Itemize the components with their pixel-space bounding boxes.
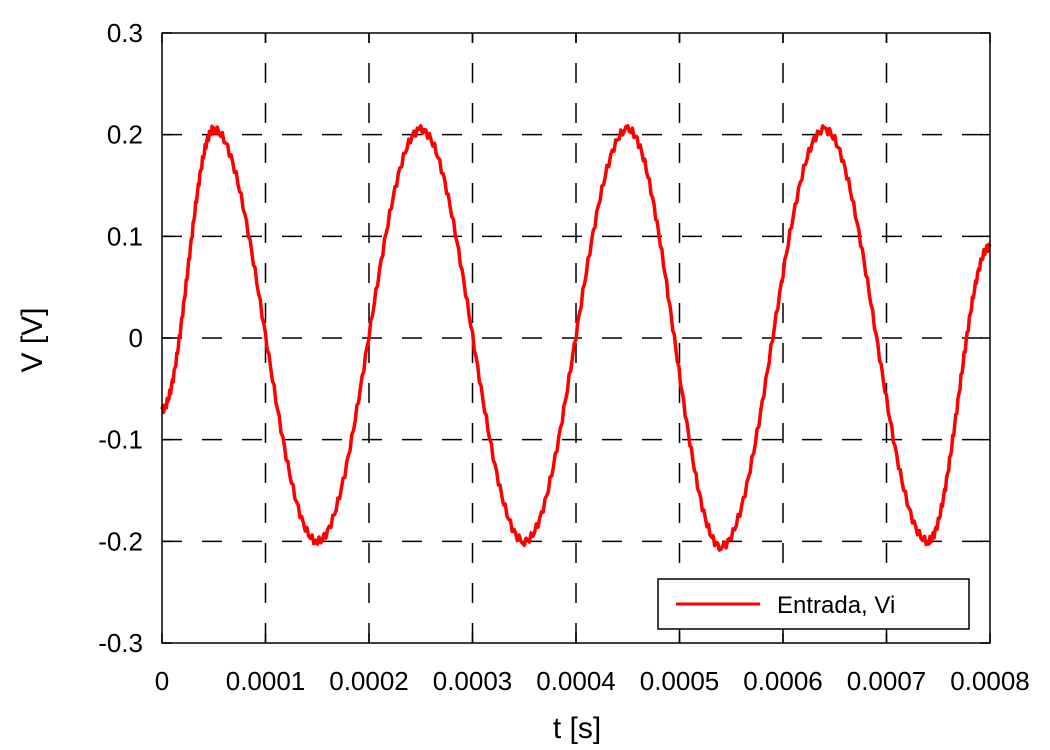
series-line-entrada [160,124,992,552]
legend-label-entrada: Entrada, Vi [777,592,895,619]
y-axis-label: V [V] [16,307,49,372]
x-tick-label: 0.0002 [329,666,409,696]
y-tick-label: 0.3 [107,18,143,48]
x-tick-label: 0.0007 [847,666,927,696]
y-tick-label: -0.3 [98,628,143,658]
x-tick-label: 0.0001 [226,666,306,696]
x-tick-label: 0 [155,666,169,696]
y-tick-label: 0.2 [107,120,143,150]
x-axis-label: t [s] [553,712,601,745]
y-tick-labels: -0.3 -0.2 -0.1 0 0.1 0.2 0.3 [98,18,143,658]
legend: Entrada, Vi [657,578,970,630]
x-tick-label: 0.0005 [640,666,720,696]
x-tick-labels: 0 0.0001 0.0002 0.0003 0.0004 0.0005 0.0006 0.0… [155,666,1030,696]
x-tick-label: 0.0008 [950,666,1030,696]
y-tick-label: -0.1 [98,425,143,455]
y-tick-label: -0.2 [98,526,143,556]
tick-marks [161,32,991,644]
x-tick-label: 0.0004 [536,666,616,696]
y-tick-label: 0.1 [107,221,143,251]
x-tick-label: 0.0003 [433,666,513,696]
series-layer [160,124,992,552]
y-tick-label: 0 [129,323,143,353]
x-tick-label: 0.0006 [743,666,823,696]
